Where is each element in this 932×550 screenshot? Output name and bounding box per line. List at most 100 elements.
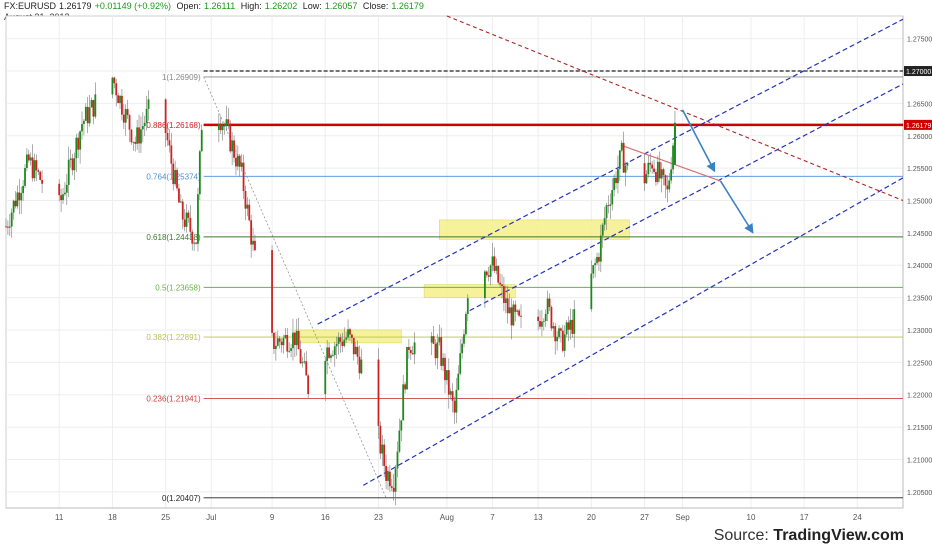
source-credit: Source: TradingView.com [714, 527, 904, 545]
candle-down [328, 347, 330, 358]
candle-up [406, 347, 408, 390]
candle-down [537, 316, 540, 322]
candle-up [394, 468, 397, 492]
y-tick-label: 1.21500 [907, 425, 932, 432]
x-tick-label: 27 [640, 513, 649, 522]
candle-up [596, 256, 598, 264]
candle-down [191, 231, 194, 244]
candle-up [246, 204, 249, 209]
candle-down [615, 177, 617, 184]
candle-up [26, 154, 28, 168]
candle-down [170, 145, 173, 164]
candle-up [347, 329, 349, 338]
candle-up [301, 362, 304, 364]
candle-down [117, 95, 120, 104]
candle-down [181, 201, 184, 220]
candle-up [200, 129, 203, 152]
x-tick-label: 7 [490, 513, 495, 522]
candle-up [111, 77, 114, 95]
candle-up [516, 310, 519, 312]
candle-down [453, 400, 456, 413]
candle-up [546, 298, 549, 314]
candle-down [115, 83, 118, 96]
candle-down [506, 298, 509, 314]
candle-up [240, 162, 243, 167]
candle-up [292, 332, 294, 349]
candle-up [276, 338, 279, 346]
y-tick-label: 1.23000 [907, 328, 932, 335]
source-brand[interactable]: TradingView.com [773, 527, 904, 544]
candle-up [436, 342, 439, 359]
candle-down [189, 217, 192, 232]
candle-down [651, 164, 654, 169]
candle-up [147, 99, 150, 109]
candle-up [609, 204, 612, 206]
candle-down [35, 160, 38, 171]
candle-up [463, 334, 465, 344]
candle-up [119, 95, 121, 104]
fib-level-label: 0.382(1.22891) [146, 333, 201, 342]
projection-arrow [719, 180, 754, 234]
candle-down [7, 226, 9, 228]
candle-down [126, 109, 129, 116]
candle-up [75, 137, 78, 159]
symbol-label[interactable]: FX:EURUSD [4, 1, 57, 11]
candle-down [561, 330, 564, 351]
candle-down [383, 444, 386, 466]
candle-up [387, 471, 389, 481]
candle-up [673, 122, 676, 165]
candle-up [236, 155, 239, 167]
candle-down [242, 162, 245, 192]
candle-up [592, 265, 595, 274]
candle-up [563, 334, 566, 351]
candle-down [39, 171, 42, 180]
candle-up [491, 256, 494, 266]
candle-up [573, 309, 576, 334]
candle-up [136, 127, 139, 144]
x-tick-label: 13 [534, 513, 543, 522]
fib-level-label: 0(1.20407) [162, 494, 201, 503]
candle-up [558, 328, 560, 337]
candle-down [305, 361, 308, 376]
candle-up [330, 355, 332, 358]
candle-down [37, 170, 40, 172]
candle-down [655, 172, 657, 183]
candle-up [174, 169, 177, 185]
candle-up [290, 348, 292, 351]
candle-down [598, 256, 600, 262]
candle-up [335, 343, 338, 347]
fib-level-label: 0.886(1.26168) [146, 121, 201, 130]
candle-up [73, 158, 76, 171]
candle-up [33, 160, 36, 179]
candle-down [273, 332, 275, 350]
candle-down [622, 142, 625, 173]
candle-down [434, 343, 437, 359]
candle-up [295, 330, 298, 346]
y-tick-label: 1.22500 [907, 360, 932, 367]
candle-up [69, 158, 72, 160]
candle-up [495, 265, 498, 271]
candle-up [79, 131, 82, 150]
candle-up [512, 304, 515, 326]
candle-down [168, 140, 171, 146]
candle-up [326, 347, 329, 361]
candle-up [620, 142, 623, 151]
candle-up [400, 420, 403, 431]
candle-up [398, 430, 401, 452]
candle-up [565, 322, 568, 335]
candle-up [647, 162, 650, 175]
candle-down [404, 384, 406, 390]
candle-up [140, 129, 142, 144]
candle-down [390, 486, 393, 488]
price-line-tag-label: 1.27000 [906, 69, 931, 76]
descending-trendline [446, 15, 904, 202]
candle-down [293, 332, 296, 346]
candle-up [231, 140, 234, 152]
candle-up [556, 336, 559, 342]
candle-up [599, 235, 602, 262]
candle-up [221, 125, 224, 131]
candle-down [299, 349, 302, 364]
open-label: Open: [176, 1, 201, 11]
candle-down [18, 192, 21, 201]
